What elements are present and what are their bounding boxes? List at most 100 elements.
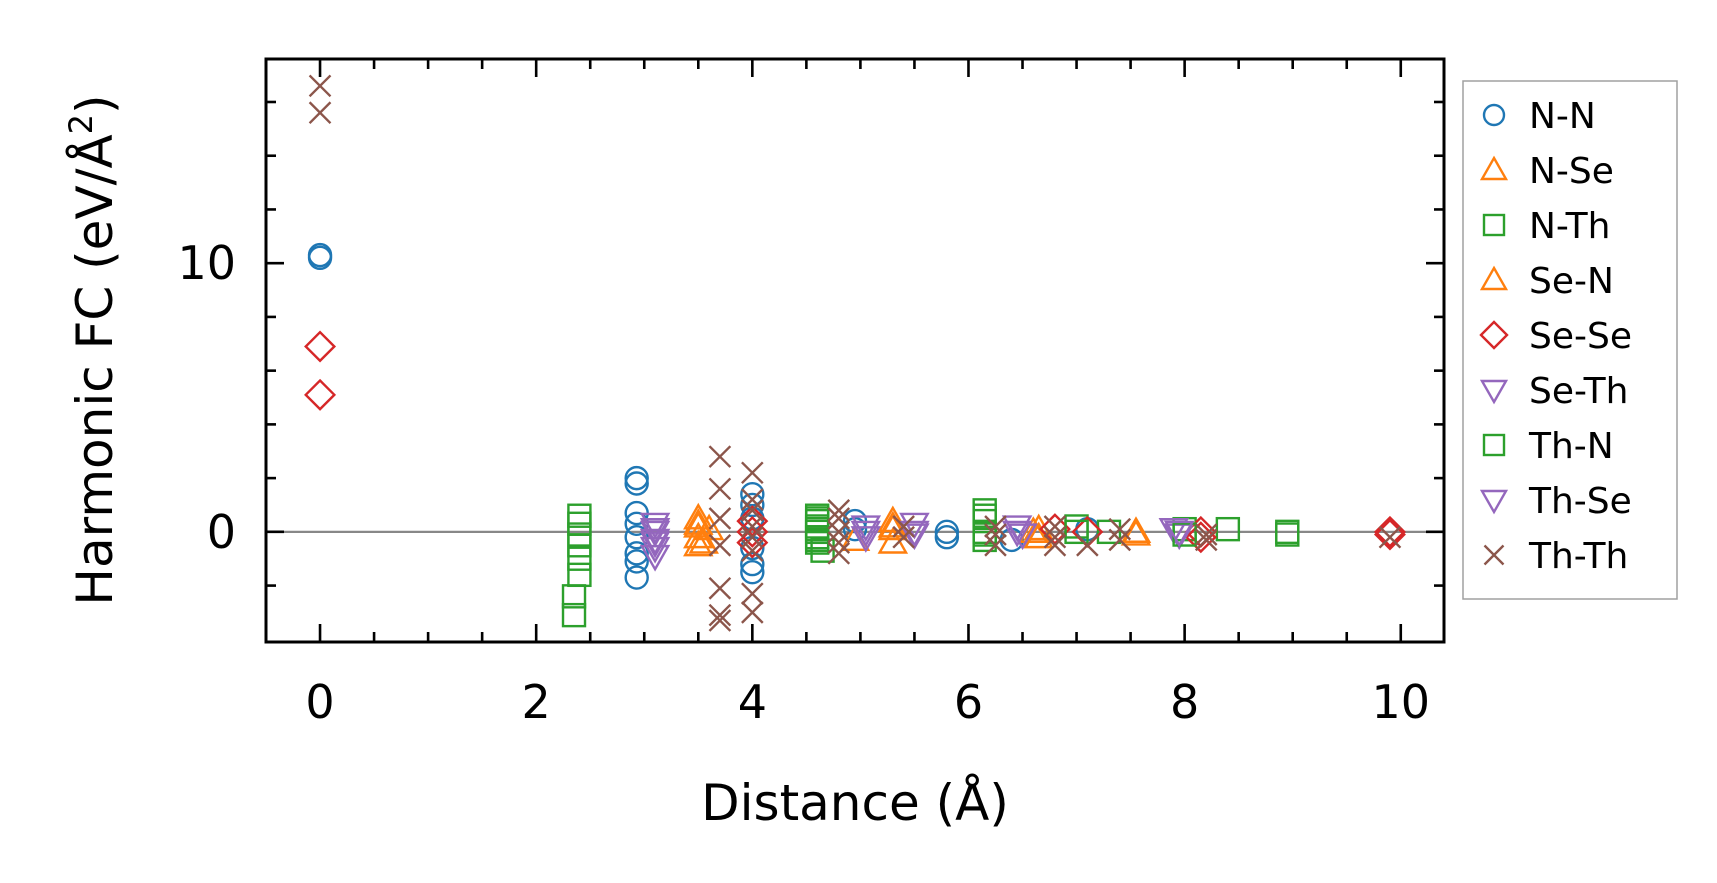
- data-point-n-n: [624, 541, 649, 566]
- data-point-se-se: [736, 526, 769, 559]
- data-point-se-n: [688, 526, 719, 554]
- data-point-n-se: [683, 502, 714, 530]
- data-point-th-th: [741, 488, 764, 511]
- data-point-n-th: [1096, 519, 1122, 545]
- data-point-th-th: [1043, 533, 1067, 557]
- data-point-th-th: [741, 499, 764, 522]
- data-point-n-se: [683, 529, 714, 557]
- legend-label: N-Th: [1529, 206, 1610, 247]
- data-point-n-th: [561, 602, 587, 628]
- y-axis-title-close: ): [66, 94, 124, 114]
- data-point-th-th: [1043, 515, 1067, 538]
- x-tick-label: 0: [305, 675, 334, 729]
- legend-marker-se-se: [1479, 320, 1509, 350]
- data-point-th-n: [1064, 519, 1089, 545]
- data-point-th-th: [827, 542, 851, 565]
- data-point-th-th: [1108, 517, 1132, 541]
- data-point-th-th: [741, 601, 764, 624]
- data-point-th-th: [708, 533, 732, 557]
- data-point-n-th: [1215, 516, 1241, 542]
- legend-marker-n-th: [1482, 213, 1506, 237]
- data-point-n-se: [1120, 518, 1152, 546]
- data-point-th-th: [984, 533, 1007, 557]
- series-th-n: [804, 503, 1197, 553]
- data-point-th-se: [850, 520, 882, 548]
- data-point-th-se: [639, 518, 671, 545]
- data-point-n-se: [683, 521, 714, 549]
- legend-label: N-Se: [1529, 151, 1614, 192]
- data-point-th-th: [741, 515, 764, 538]
- data-point-th-th: [1378, 525, 1402, 549]
- data-point-n-th: [567, 546, 592, 571]
- series-th-th: [308, 74, 1402, 632]
- data-point-th-th: [892, 525, 915, 549]
- data-point-th-se: [899, 523, 930, 551]
- legend-marker-th-th: [1483, 544, 1505, 566]
- data-point-th-th: [741, 539, 764, 562]
- data-point-se-th: [639, 536, 671, 564]
- data-point-th-se: [1163, 520, 1195, 548]
- data-point-th-n: [972, 503, 997, 528]
- data-point-se-se: [1184, 521, 1217, 554]
- data-point-n-n: [934, 519, 960, 545]
- legend-label: Se-Th: [1529, 371, 1629, 412]
- legend-label: Th-Se: [1528, 481, 1632, 522]
- data-point-th-th: [984, 523, 1007, 546]
- data-point-se-th: [639, 544, 671, 572]
- data-point-th-th: [308, 74, 332, 98]
- data-point-th-th: [708, 477, 732, 501]
- data-point-n-n: [624, 471, 649, 496]
- data-point-th-th: [1108, 528, 1132, 552]
- data-point-th-th: [741, 461, 764, 485]
- x-tick-labels: 0 2 4 6 8 10: [305, 675, 1430, 729]
- data-point-th-se: [639, 531, 671, 559]
- data-point-th-th: [708, 609, 732, 632]
- data-point-n-n: [740, 559, 765, 585]
- x-tick-label: 10: [1371, 675, 1430, 729]
- data-point-th-th: [984, 515, 1007, 538]
- data-point-se-se: [304, 330, 337, 363]
- legend-label: N-N: [1529, 96, 1596, 137]
- data-point-n-n: [740, 551, 765, 577]
- y-tick-labels: 0 10: [177, 236, 236, 559]
- data-point-n-n: [842, 516, 868, 542]
- x-axis-title: Distance (Å): [701, 774, 1009, 832]
- legend: N-N N-Se N-Th Se-N Se-Se Se-Th Th-N Th-Se Th-Th: [1462, 80, 1678, 600]
- data-point-th-th: [1194, 528, 1218, 552]
- data-point-se-n: [683, 508, 714, 535]
- legend-label: Se-Se: [1529, 316, 1632, 357]
- data-point-se-se: [304, 378, 337, 411]
- data-point-th-th: [827, 499, 851, 522]
- series-th-se: [639, 518, 1195, 559]
- data-point-th-th: [308, 101, 332, 125]
- data-point-se-th: [850, 526, 882, 553]
- legend-label: Th-N: [1528, 426, 1614, 467]
- data-point-se-se: [1373, 518, 1406, 551]
- legend-marker-th-se: [1479, 489, 1509, 515]
- y-tick-label: 10: [177, 236, 236, 290]
- data-point-th-th: [827, 520, 851, 544]
- data-point-n-th: [567, 562, 592, 588]
- data-point-th-th: [708, 507, 732, 530]
- data-point-th-se: [1001, 520, 1033, 548]
- x-tick-label: 2: [522, 675, 551, 729]
- data-point-th-th: [708, 603, 732, 627]
- y-axis-title-main: Harmonic FC (eV/Å: [66, 134, 124, 605]
- data-point-n-n: [307, 245, 333, 271]
- x-tick-label: 8: [1170, 675, 1199, 729]
- data-point-se-th: [1007, 523, 1038, 551]
- data-point-n-se: [877, 513, 909, 541]
- data-points: [304, 74, 1406, 632]
- data-point-se-th: [639, 528, 671, 556]
- y-axis-title: Harmonic FC (eV/Å2): [62, 94, 124, 605]
- data-point-th-th: [708, 576, 732, 600]
- legend-label: Se-N: [1529, 261, 1614, 302]
- data-point-th-n: [804, 527, 830, 553]
- data-point-th-th: [708, 445, 732, 468]
- plot-frame: [264, 57, 1446, 644]
- x-tick-label: 6: [954, 675, 983, 729]
- data-point-th-th: [827, 531, 851, 554]
- data-point-th-th: [1194, 523, 1218, 546]
- legend-marker-n-se: [1479, 155, 1509, 181]
